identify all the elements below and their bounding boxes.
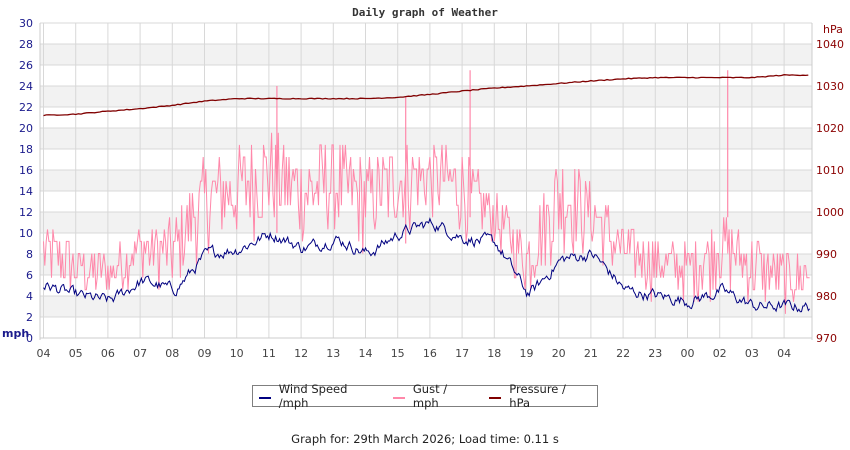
x-tick-label: 13 <box>326 347 340 360</box>
y-tick-label: 2 <box>26 311 33 324</box>
y-axis-unit-label: mph <box>2 327 29 340</box>
x-tick-label: 00 <box>681 347 695 360</box>
grid-band <box>40 128 812 149</box>
legend-item-wind: Wind Speed /mph <box>259 382 379 410</box>
x-tick-label: 03 <box>745 347 759 360</box>
legend: Wind Speed /mph Gust / mph Pressure / hP… <box>252 382 598 410</box>
y-tick-label: 26 <box>19 59 33 72</box>
legend-label-gust: Gust / mph <box>412 382 448 410</box>
x-tick-label: 16 <box>423 347 437 360</box>
x-tick-label: 05 <box>69 347 83 360</box>
legend-label-pressure: Pressure / hPa <box>509 382 566 410</box>
y-right-unit-label: hPa <box>823 23 843 36</box>
x-tick-label: 15 <box>391 347 405 360</box>
footer-status: Graph for: 29th March 2026; Load time: 0… <box>291 432 559 446</box>
y-right-tick-label: 1020 <box>816 122 844 135</box>
legend-label-wind: Wind Speed /mph <box>278 382 348 410</box>
legend-item-pressure: Pressure / hPa <box>489 382 589 410</box>
y-right-tick-label: 1040 <box>816 38 844 51</box>
grid-band <box>40 254 812 275</box>
grid-band <box>40 296 812 317</box>
x-tick-label: 23 <box>648 347 662 360</box>
y-right-tick-label: 1030 <box>816 80 844 93</box>
grid-band <box>40 44 812 65</box>
x-tick-label: 09 <box>198 347 212 360</box>
pressure-series-line <box>43 74 809 117</box>
y-tick-label: 10 <box>19 227 33 240</box>
x-tick-label: 06 <box>101 347 115 360</box>
x-tick-label: 12 <box>294 347 308 360</box>
y-tick-label: 22 <box>19 101 33 114</box>
gust-swatch-icon <box>393 396 405 399</box>
wind-series-line <box>43 217 810 313</box>
chart-title: Daily graph of Weather <box>352 6 498 19</box>
y-tick-label: 28 <box>19 38 33 51</box>
y-tick-label: 8 <box>26 248 33 261</box>
x-tick-label: 22 <box>616 347 630 360</box>
y-tick-label: 18 <box>19 143 33 156</box>
y-tick-label: 12 <box>19 206 33 219</box>
y-right-tick-label: 1000 <box>816 206 844 219</box>
x-tick-label: 10 <box>230 347 244 360</box>
y-tick-label: 4 <box>26 290 33 303</box>
x-tick-label: 21 <box>584 347 598 360</box>
x-tick-label: 20 <box>552 347 566 360</box>
x-tick-label: 02 <box>713 347 727 360</box>
x-tick-label: 14 <box>359 347 373 360</box>
y-tick-label: 30 <box>19 17 33 30</box>
y-right-tick-label: 1010 <box>816 164 844 177</box>
y-tick-label: 14 <box>19 185 33 198</box>
x-tick-label: 17 <box>455 347 469 360</box>
gust-series-line <box>43 132 810 314</box>
y-right-tick-label: 990 <box>816 248 837 261</box>
y-right-tick-label: 970 <box>816 332 837 345</box>
x-tick-label: 18 <box>487 347 501 360</box>
y-tick-label: 0 <box>26 332 33 345</box>
x-tick-label: 19 <box>520 347 534 360</box>
x-tick-label: 08 <box>165 347 179 360</box>
x-tick-label: 11 <box>262 347 276 360</box>
pressure-swatch-icon <box>489 396 502 399</box>
y-tick-label: 16 <box>19 164 33 177</box>
grid-band <box>40 170 812 191</box>
x-tick-label: 07 <box>133 347 147 360</box>
wind-swatch-icon <box>259 396 271 399</box>
grid-band <box>40 86 812 107</box>
x-tick-label: 04 <box>37 347 51 360</box>
y-tick-label: 6 <box>26 269 33 282</box>
y-right-tick-label: 980 <box>816 290 837 303</box>
x-tick-label: 04 <box>777 347 791 360</box>
y-tick-label: 24 <box>19 80 33 93</box>
y-tick-label: 20 <box>19 122 33 135</box>
legend-item-gust: Gust / mph <box>393 382 475 410</box>
